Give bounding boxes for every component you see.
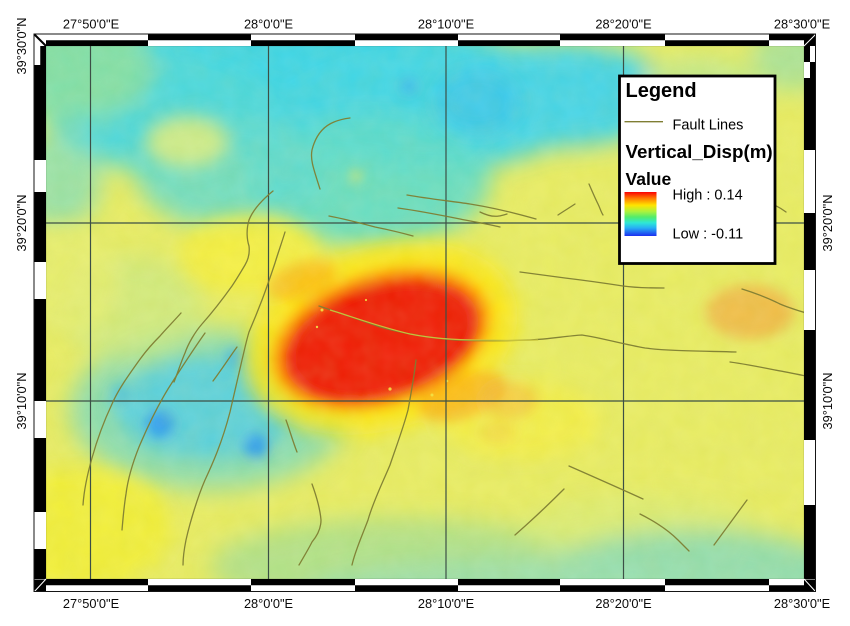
svg-text:39°20'0"N: 39°20'0"N — [820, 195, 835, 252]
svg-text:Fault Lines: Fault Lines — [673, 118, 744, 134]
svg-text:28°0'0"E: 28°0'0"E — [244, 17, 293, 32]
svg-text:28°30'0"E: 28°30'0"E — [774, 17, 830, 32]
svg-text:27°50'0"E: 27°50'0"E — [63, 596, 119, 611]
svg-text:Low : -0.11: Low : -0.11 — [673, 227, 744, 243]
svg-text:28°0'0"E: 28°0'0"E — [244, 596, 293, 611]
svg-text:Value: Value — [626, 169, 672, 189]
svg-text:Vertical_Disp(m): Vertical_Disp(m) — [626, 141, 773, 162]
svg-text:28°20'0"E: 28°20'0"E — [595, 17, 651, 32]
svg-text:28°30'0"E: 28°30'0"E — [774, 596, 830, 611]
svg-text:39°10'0"N: 39°10'0"N — [14, 373, 29, 430]
svg-text:28°10'0"E: 28°10'0"E — [418, 596, 474, 611]
svg-text:27°50'0"E: 27°50'0"E — [63, 17, 119, 32]
svg-text:28°20'0"E: 28°20'0"E — [595, 596, 651, 611]
svg-text:High : 0.14: High : 0.14 — [673, 188, 743, 204]
svg-text:39°20'0"N: 39°20'0"N — [14, 195, 29, 252]
svg-text:39°30'0"N: 39°30'0"N — [14, 18, 29, 75]
svg-text:Legend: Legend — [626, 80, 697, 102]
svg-text:39°10'0"N: 39°10'0"N — [820, 373, 835, 430]
svg-text:28°10'0"E: 28°10'0"E — [418, 17, 474, 32]
